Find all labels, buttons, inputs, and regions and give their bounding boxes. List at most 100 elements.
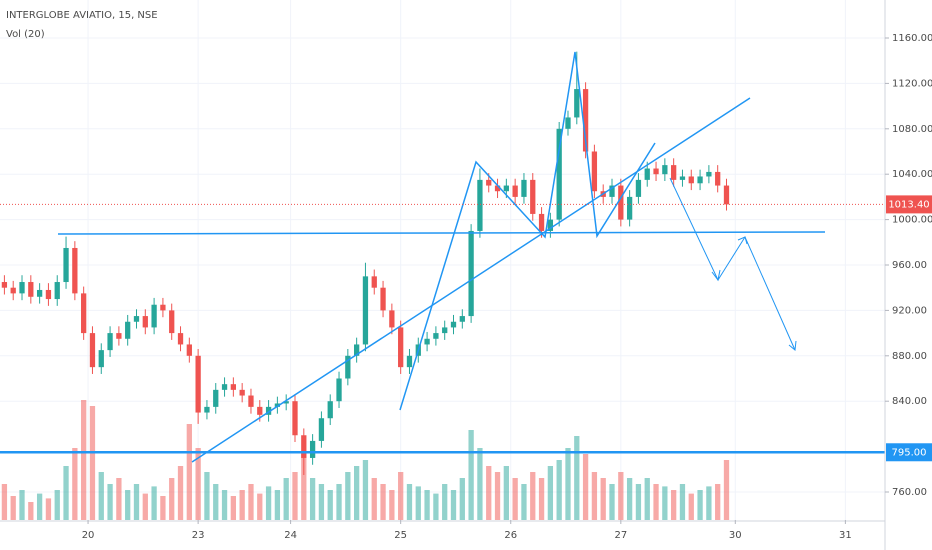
volume-bar	[442, 484, 448, 520]
candle-body	[45, 289, 52, 300]
volume-bar	[327, 490, 333, 520]
volume-bar	[301, 454, 307, 520]
candle-body	[362, 276, 369, 345]
volume-bar	[512, 478, 518, 520]
volume-bar	[213, 484, 219, 520]
y-tick-label: 1120.00	[892, 78, 932, 89]
y-tick-label: 1080.00	[892, 124, 932, 135]
volume-bar	[644, 478, 650, 520]
candle-body	[512, 185, 518, 197]
y-tick-label: 760.00	[892, 487, 927, 498]
volume-bar	[98, 472, 104, 520]
candle-body	[468, 230, 474, 317]
candle-body	[371, 276, 377, 288]
chart-title: INTERGLOBE AVIATIO, 15, NSE	[6, 10, 158, 21]
volume-bar	[336, 484, 342, 520]
volume-bar	[565, 448, 571, 520]
candle-body	[565, 117, 571, 129]
x-tick-label: 20	[82, 530, 95, 541]
volume-bar	[292, 472, 298, 520]
volume-bar	[89, 406, 96, 520]
x-tick-label: 27	[614, 530, 627, 541]
volume-bar	[186, 424, 192, 520]
candle-body	[72, 247, 78, 294]
candle-body	[301, 435, 307, 458]
volume-bar	[45, 498, 52, 520]
candle-body	[318, 418, 325, 441]
volume-bar	[600, 478, 606, 520]
volume-bar	[371, 478, 377, 520]
candle-body	[450, 321, 457, 328]
volume-bar	[221, 490, 228, 520]
candle-body	[547, 219, 554, 231]
volume-bar	[274, 490, 281, 520]
candle-body	[398, 327, 404, 368]
candle-body	[406, 355, 413, 368]
volume-bar	[406, 484, 413, 520]
volume-bar	[486, 466, 492, 520]
volume-bar	[662, 486, 668, 520]
volume-bar	[239, 490, 245, 520]
candle-body	[327, 401, 333, 419]
candle-body	[177, 333, 184, 345]
candle-body	[265, 406, 272, 415]
y-tick-label: 1160.00	[892, 33, 932, 44]
volume-bar	[354, 466, 360, 520]
x-tick-label: 25	[394, 530, 407, 541]
volume-bar	[538, 478, 545, 520]
volume-bar	[345, 472, 351, 520]
volume-bar	[556, 460, 562, 520]
y-tick-label: 920.00	[892, 305, 927, 316]
x-tick-label: 24	[284, 530, 297, 541]
candle-body	[389, 310, 395, 328]
drawings	[57, 51, 826, 463]
candle-body	[433, 333, 439, 339]
volume-bar	[248, 484, 254, 520]
candle-body	[169, 310, 175, 334]
volume-bar	[653, 484, 659, 520]
volume-bar	[28, 502, 34, 520]
y-tick-label: 880.00	[892, 351, 927, 362]
arrow-head	[788, 340, 797, 351]
candle-body	[336, 378, 342, 402]
volume-bar	[459, 478, 465, 520]
volume-bar	[318, 484, 325, 520]
arrow-head	[711, 269, 721, 282]
volume-bar	[389, 490, 395, 520]
candle-body	[63, 247, 69, 283]
candle-body	[89, 333, 96, 368]
level-label-box	[886, 443, 932, 462]
candle-body	[186, 344, 192, 356]
volume-bar	[530, 472, 536, 520]
candle-body	[706, 171, 712, 177]
candle-body	[283, 401, 289, 404]
y-tick-label: 1040.00	[892, 169, 932, 180]
trend-line	[191, 97, 751, 463]
x-tick-label: 26	[504, 530, 517, 541]
volume-bar	[415, 486, 421, 520]
candle-body	[644, 168, 650, 180]
volume-bar	[362, 460, 369, 520]
candle-body	[574, 89, 580, 118]
indicator-label: Vol (20)	[6, 29, 45, 40]
volume-bar	[697, 490, 703, 520]
candle-body	[116, 333, 122, 339]
candle-body	[442, 327, 448, 334]
volume-bar	[63, 466, 69, 520]
volume-bar	[283, 478, 289, 520]
volume-bar	[265, 486, 272, 520]
grid	[0, 0, 885, 520]
candle-body	[477, 179, 483, 231]
y-tick-label: 840.00	[892, 396, 927, 407]
volume-bar	[160, 496, 166, 520]
candle-body	[221, 384, 228, 390]
candle-body	[486, 179, 492, 186]
candle-body	[380, 287, 386, 311]
candle-body	[54, 282, 60, 300]
candle-body	[662, 165, 668, 175]
candle-body	[679, 176, 686, 180]
volume-bar	[679, 484, 686, 520]
last-price-box	[886, 195, 932, 214]
candle-body	[142, 316, 148, 328]
candle-body	[36, 289, 43, 297]
